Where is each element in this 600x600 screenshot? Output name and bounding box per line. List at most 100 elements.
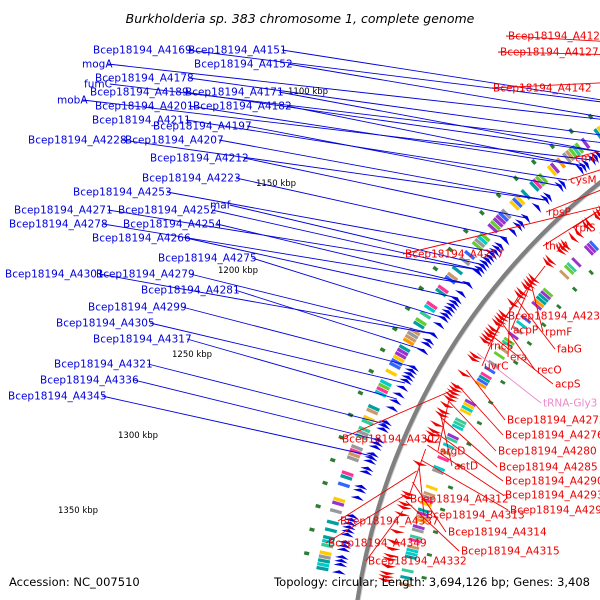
- cog-category-block: [409, 534, 423, 541]
- cog-category-block: [483, 365, 496, 375]
- leader-line-left: [121, 139, 545, 201]
- plus-strand-gene: [334, 558, 348, 564]
- gene-label-right: recO: [537, 365, 562, 377]
- cog-category-block: [520, 314, 532, 325]
- inner-marker: [466, 441, 472, 447]
- gene-label-right: Bcep18194_A4127: [500, 47, 599, 59]
- cog-category-block: [474, 237, 486, 249]
- map-title: Burkholderia sp. 383 chromosome 1, compl…: [126, 11, 475, 26]
- leader-line-right: [530, 281, 544, 333]
- gene-label-left: Bcep18194_A4182: [193, 101, 292, 113]
- cog-category-block: [318, 554, 331, 560]
- cog-category-block: [317, 558, 331, 564]
- leader-line-left: [287, 63, 600, 118]
- trna-label: tRNA-Gly3: [543, 398, 597, 410]
- minus-strand-gene: [401, 490, 417, 496]
- plus-strand-gene: [342, 525, 356, 531]
- minus-strand-gene: [592, 209, 600, 221]
- minus-strand-gene: [507, 297, 520, 308]
- plus-strand-gene: [399, 378, 412, 386]
- cog-category-block: [588, 240, 600, 252]
- outer-marker: [478, 209, 485, 216]
- cog-category-block: [422, 494, 435, 501]
- cog-category-block: [445, 435, 458, 444]
- outer-marker: [404, 305, 411, 312]
- minus-strand-gene: [450, 381, 465, 390]
- leader-line-left: [286, 105, 585, 167]
- plus-strand-gene: [554, 181, 564, 193]
- plus-strand-gene: [343, 521, 357, 527]
- leader-line-left: [189, 273, 434, 335]
- minus-strand-gene: [478, 335, 493, 345]
- plus-strand-gene: [476, 262, 488, 272]
- plus-strand-gene: [388, 399, 402, 406]
- leader-line-right: [440, 416, 498, 468]
- leader-line-right: [505, 35, 600, 42]
- leader-line-left: [181, 306, 414, 368]
- cog-category-block: [511, 197, 523, 209]
- cog-category-block: [459, 407, 472, 417]
- plus-strand-gene: [557, 179, 567, 190]
- cog-category-block: [408, 327, 421, 337]
- cog-category-block: [398, 581, 412, 587]
- plus-strand-gene: [379, 420, 392, 427]
- cog-category-block: [437, 284, 450, 295]
- outer-marker: [418, 285, 425, 292]
- minus-strand-gene: [386, 538, 402, 544]
- leader-line-left: [149, 322, 406, 384]
- gene-label-left: Bcep18194_A4151: [188, 45, 287, 57]
- cog-category-block: [316, 561, 330, 568]
- backbone-layer: [355, 179, 600, 600]
- backbone-highlight: [359, 185, 600, 600]
- leader-line-left: [229, 204, 484, 266]
- plus-strand-gene: [336, 547, 351, 553]
- leader-line-left: [107, 63, 600, 120]
- gene-label-left: Bcep18194_A4178: [95, 73, 194, 85]
- minus-strand-gene: [396, 504, 412, 510]
- plus-strand-gene: [507, 227, 518, 238]
- gene-label-left: Bcep18194_A4279: [96, 269, 195, 281]
- minus-strand-gene: [573, 226, 585, 239]
- cog-category-block: [586, 242, 597, 254]
- cog-category-block: [433, 464, 446, 472]
- outer-marker: [368, 368, 375, 374]
- plus-strand-gene: [363, 459, 377, 466]
- cog-category-block: [533, 298, 545, 309]
- minus-strand-gene: [434, 410, 450, 418]
- gene-label-right: Bcep18194_A4230: [508, 311, 600, 323]
- leader-line-right: [499, 319, 536, 371]
- cog-category-block: [414, 517, 427, 524]
- cog-category-block: [492, 217, 504, 228]
- inner-marker: [512, 359, 519, 366]
- cog-category-block: [408, 537, 422, 544]
- minus-strand-gene: [495, 312, 509, 322]
- cog-category-block: [405, 551, 418, 557]
- leader-line-right: [515, 298, 556, 350]
- cog-category-block: [509, 200, 520, 211]
- leader-line-left: [102, 223, 469, 285]
- gene-label-left: mobA: [57, 95, 88, 107]
- cog-category-block: [451, 423, 464, 432]
- cog-category-block: [337, 481, 351, 489]
- cog-category-block: [458, 256, 471, 267]
- cog-category-block: [580, 137, 591, 150]
- cog-category-block: [507, 330, 519, 341]
- cog-category-block: [412, 320, 425, 330]
- minus-strand-gene: [457, 369, 472, 378]
- outer-marker: [462, 227, 469, 234]
- plus-strand-gene: [520, 213, 531, 224]
- minus-strand-gene: [444, 391, 459, 399]
- minus-strand-gene: [379, 570, 395, 576]
- cog-category-block: [546, 165, 558, 177]
- gene-label-left: Bcep18194_A4211: [92, 115, 191, 127]
- minus-strand-gene: [426, 426, 442, 434]
- plus-strand-gene: [371, 438, 385, 444]
- gene-label-right: Bcep18194_A4290: [505, 476, 600, 488]
- kbp-tick-1350: 1350 kbp: [58, 506, 98, 516]
- gene-label-right: Bcep18194_A4349: [328, 538, 427, 550]
- inner-marker: [571, 286, 578, 293]
- leader-line-left: [218, 139, 545, 201]
- gene-label-left: Bcep18194_A4275: [158, 253, 257, 265]
- minus-strand-gene: [584, 216, 595, 229]
- cog-category-block: [476, 377, 489, 387]
